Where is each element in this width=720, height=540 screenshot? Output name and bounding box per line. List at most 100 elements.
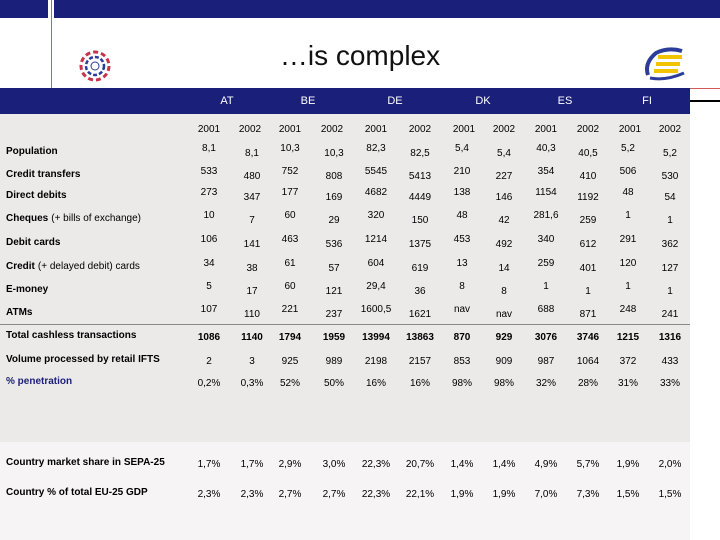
table-cell: 5,4 — [455, 143, 469, 154]
row-label: Population — [6, 146, 58, 157]
circular-flower-logo — [79, 50, 111, 82]
table-cell: 1 — [667, 215, 673, 226]
table-cell: 16% — [409, 378, 430, 389]
row-label: ATMs — [6, 307, 32, 318]
table-cell: 1,7% — [197, 459, 221, 470]
table-cell: nav — [495, 309, 513, 320]
table-cell: 3 — [249, 356, 255, 367]
table-cell: 533 — [200, 166, 218, 177]
table-row: ATMs 107 110 221 237 1600,5 1621 nav nav 688 871 24… — [0, 304, 690, 327]
table-cell: 2,3% — [197, 489, 221, 500]
table-row: Cheques (+ bills of exchange) 10 7 60 29 320 15… — [0, 210, 690, 233]
table-cell: 121 — [325, 286, 343, 297]
table-cell: 29,4 — [366, 281, 386, 292]
table-cell: 138 — [453, 187, 471, 198]
row-label: Cheques (+ bills of exchange) — [6, 213, 141, 224]
table-cell: 1 — [585, 286, 591, 297]
table-cell: 612 — [579, 239, 597, 250]
table-row: Credit transfers 533 480 752 808 5545 5413 210 2… — [0, 166, 690, 189]
table-cell: 7,3% — [576, 489, 600, 500]
table-cell: 141 — [243, 239, 261, 250]
table-cell: 98% — [493, 378, 514, 389]
table-cell: 7,0% — [534, 489, 558, 500]
table-row: Debit cards 106 141 463 536 1214 1375 453 492 340… — [0, 234, 690, 257]
row-label: E-money — [6, 284, 48, 295]
table-cell: 987 — [537, 356, 555, 367]
table-cell: 13863 — [406, 332, 434, 343]
table-cell: 13994 — [362, 332, 390, 343]
slide-title: …is complex — [279, 40, 441, 71]
table-cell: 871 — [579, 309, 597, 320]
year-header-row: 2001 2002 2001 2002 2001 2002 2001 2002 … — [0, 124, 690, 138]
table-cell: 5 — [206, 281, 212, 292]
table-cell: 4449 — [408, 192, 432, 203]
table-cell: 22,3% — [361, 489, 391, 500]
table-cell: 60 — [284, 281, 296, 292]
table-cell: 22,3% — [361, 459, 391, 470]
table-cell: 320 — [367, 210, 385, 221]
row-label-suffix: (+ delayed debit) cards — [37, 261, 140, 272]
table-cell: 2,9% — [278, 459, 302, 470]
table-cell: 2,0% — [658, 459, 682, 470]
country-header: BE — [300, 95, 316, 107]
table-cell: 10,3 — [324, 148, 344, 159]
table-cell: 1959 — [322, 332, 346, 343]
table-cell: 40,3 — [536, 143, 556, 154]
table-cell: 40,5 — [578, 148, 598, 159]
table-cell: 492 — [495, 239, 513, 250]
table-cell: 2,7% — [278, 489, 302, 500]
table-cell: 82,3 — [366, 143, 386, 154]
table-cell: 29 — [328, 215, 340, 226]
table-cell: 1,4% — [492, 459, 516, 470]
table-cell: 1192 — [577, 192, 599, 203]
table-cell: 1,4% — [450, 459, 474, 470]
table-cell: 13 — [456, 258, 468, 269]
year-header: 2001 — [534, 124, 558, 135]
year-header: 2001 — [364, 124, 388, 135]
table-cell: 177 — [281, 187, 299, 198]
table-cell: 604 — [367, 258, 385, 269]
table-cell: 1 — [667, 286, 673, 297]
table-cell: 82,5 — [410, 148, 430, 159]
table-row: Direct debits 273 347 177 169 4682 4449 138 146 1… — [0, 187, 690, 210]
row-separator — [0, 324, 690, 325]
table-cell: 4,9% — [534, 459, 558, 470]
country-header-bar: AT BE DE DK ES FI — [0, 88, 690, 114]
table-cell: 1600,5 — [360, 304, 392, 315]
table-row: Country % of total EU-25 GDP 2,3% 2,3% 2,7%… — [0, 487, 690, 507]
year-header: 2001 — [197, 124, 221, 135]
table-cell: 52% — [279, 378, 300, 389]
table-cell: 120 — [619, 258, 637, 269]
table-row: Population 8,1 8,1 10,3 10,3 82,3 82,5 5,4 5,4 40… — [0, 143, 690, 166]
row-label: Direct debits — [6, 190, 67, 201]
year-header: 2001 — [618, 124, 642, 135]
table-cell: 5,7% — [576, 459, 600, 470]
table-cell: 32% — [535, 378, 556, 389]
table-cell: 221 — [281, 304, 299, 315]
country-header: AT — [220, 95, 234, 107]
table-cell: 34 — [203, 258, 215, 269]
table-row: Credit (+ delayed debit) cards 34 38 61 57 604… — [0, 258, 690, 281]
table-cell: 3,0% — [322, 459, 346, 470]
row-label-text: Population — [6, 146, 58, 157]
table-cell: 16% — [365, 378, 386, 389]
year-header: 2002 — [658, 124, 682, 135]
table-cell: 0,2% — [197, 378, 221, 389]
table-cell: 38 — [246, 263, 258, 274]
accent-vertical-line — [51, 0, 52, 88]
row-label-text: Credit — [6, 261, 35, 272]
table-cell: 1086 — [197, 332, 221, 343]
table-cell: 3076 — [534, 332, 558, 343]
table-cell: 127 — [661, 263, 679, 274]
table-cell: 33% — [659, 378, 680, 389]
table-cell: 401 — [579, 263, 597, 274]
table-row: Volume processed by retail IFTS 2 3 925 989 2… — [0, 354, 690, 374]
year-header: 2002 — [492, 124, 516, 135]
row-label: % penetration — [6, 376, 72, 387]
table-cell: 48 — [622, 187, 634, 198]
row-label: Credit transfers — [6, 169, 80, 180]
table-cell: 1140 — [241, 332, 263, 343]
divider-line — [690, 100, 720, 102]
table-cell: 752 — [281, 166, 299, 177]
table-cell: 5,2 — [621, 143, 635, 154]
